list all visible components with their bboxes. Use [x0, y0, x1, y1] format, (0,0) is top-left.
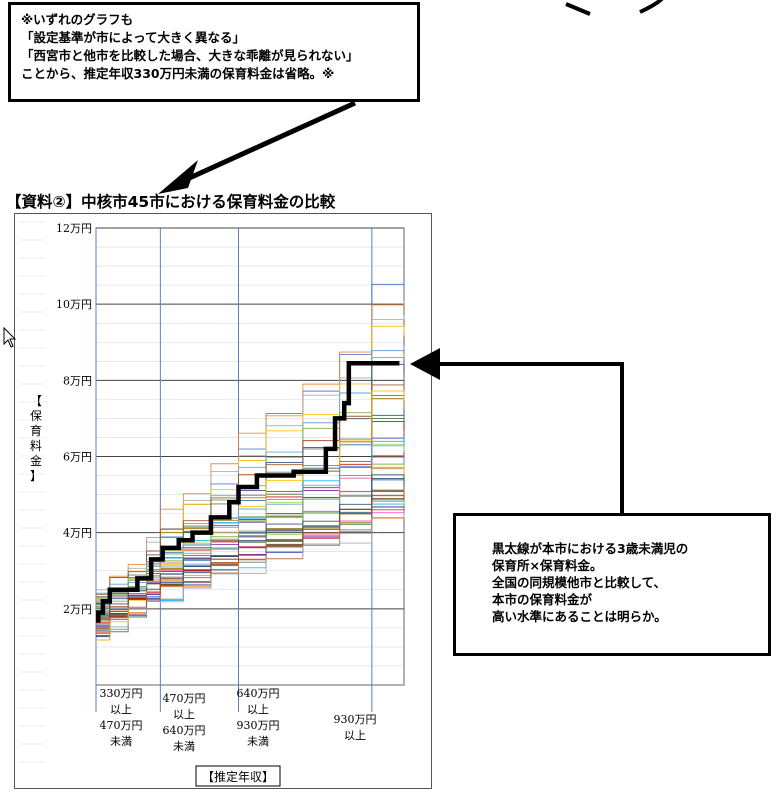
- series-line: [96, 463, 405, 593]
- x-band-label: 470万円: [100, 719, 143, 732]
- x-axis-title-box: [195, 765, 281, 787]
- note-line: ※いずれのグラフも: [21, 12, 134, 27]
- y-axis-label-char: 育: [30, 423, 42, 438]
- x-band-label: 640万円: [237, 687, 280, 700]
- explanation-line: 全国の同規模他市と比較して、: [492, 575, 667, 590]
- note-line: 「西宮市と他市を比較した場合、大きな乖離が見られない」: [21, 48, 359, 63]
- x-band-label: 930万円: [237, 719, 280, 732]
- note-line: 「設定基準が市によって大きく異なる」: [21, 30, 246, 45]
- explanation-line: 本市の保育料金が: [492, 592, 593, 607]
- series-line: [96, 314, 405, 601]
- x-axis-title: 【推定年収】: [202, 769, 274, 784]
- explanation-line: 保育所×保育料金。: [492, 558, 603, 573]
- series-line: [96, 443, 405, 610]
- series-line: [96, 410, 405, 616]
- y-tick-label: 2万円: [63, 603, 92, 616]
- series-line: [96, 390, 405, 641]
- y-tick-label: 6万円: [63, 451, 92, 464]
- y-axis-label-char: 料: [30, 439, 42, 453]
- y-tick-label: 12万円: [56, 222, 92, 235]
- x-band-label: 330万円: [100, 687, 143, 700]
- x-band-label: 930万円: [334, 713, 377, 726]
- x-band-label: 以上: [173, 708, 195, 721]
- chart-title: 【資料②】中核市45市における保育料金の比較: [6, 193, 336, 211]
- x-band-label: 未満: [173, 740, 195, 753]
- y-tick-label: 10万円: [56, 298, 92, 311]
- y-tick-label: 8万円: [63, 374, 92, 387]
- explanation-line: 高い水準にあることは明らか。: [492, 609, 667, 624]
- highlight-series-line: [96, 360, 400, 623]
- series-line: [96, 421, 405, 634]
- explanation-callout: 黒太線が本市における3歳未満児の 保育所×保育料金。 全国の同規模他市と比較して…: [453, 513, 771, 656]
- y-axis-label-char: 金: [30, 453, 42, 468]
- x-band-label: 470万円: [163, 692, 206, 705]
- chart-frame: [14, 213, 432, 789]
- series-line: [96, 325, 405, 617]
- y-tick-label: 4万円: [63, 527, 92, 540]
- y-axis-label-char: 保: [30, 409, 42, 423]
- note-line: ことから、推定年収330万円未満の保育料金は省略。※: [21, 66, 335, 81]
- y-axis-label-char: 】: [30, 469, 42, 483]
- x-band-label: 未満: [247, 735, 269, 748]
- series-line: [96, 500, 405, 600]
- series-line: [96, 494, 405, 619]
- y-axis-label-char: 【: [30, 394, 42, 408]
- series-line: [96, 390, 405, 598]
- x-band-label: 以上: [110, 703, 132, 716]
- x-band-label: 以上: [247, 703, 269, 716]
- explanation-line: 黒太線が本市における3歳未満児の: [492, 541, 689, 556]
- series-line: [96, 459, 405, 602]
- x-band-label: 640万円: [163, 724, 206, 737]
- note-callout: ※いずれのグラフも 「設定基準が市によって大きく異なる」 「西宮市と他市を比較し…: [8, 2, 420, 102]
- series-line: [96, 300, 405, 599]
- x-band-label: 未満: [110, 735, 132, 748]
- x-band-label: 以上: [344, 729, 366, 742]
